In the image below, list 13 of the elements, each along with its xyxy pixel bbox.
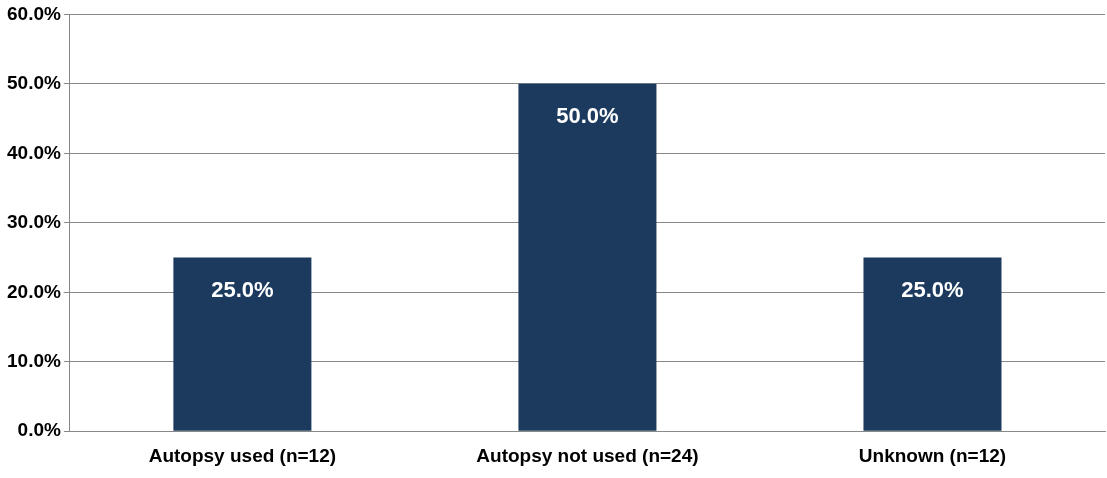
y-tick-label: 60.0% [7, 2, 61, 24]
x-tick-label: Autopsy used (n=12) [148, 444, 337, 466]
y-tick-label: 40.0% [7, 141, 61, 163]
data-label: 25.0% [211, 276, 274, 302]
data-label: 25.0% [901, 276, 964, 302]
x-tick-label: Autopsy not used (n=24) [476, 444, 699, 466]
y-tick-label: 10.0% [7, 349, 61, 371]
y-tick-label: 20.0% [7, 280, 61, 302]
y-tick-label: 0.0% [17, 419, 61, 441]
x-tick-label: Unknown (n=12) [858, 444, 1007, 466]
y-tick-label: 50.0% [7, 72, 61, 94]
data-label: 50.0% [556, 102, 619, 128]
y-tick-label: 30.0% [7, 211, 61, 233]
